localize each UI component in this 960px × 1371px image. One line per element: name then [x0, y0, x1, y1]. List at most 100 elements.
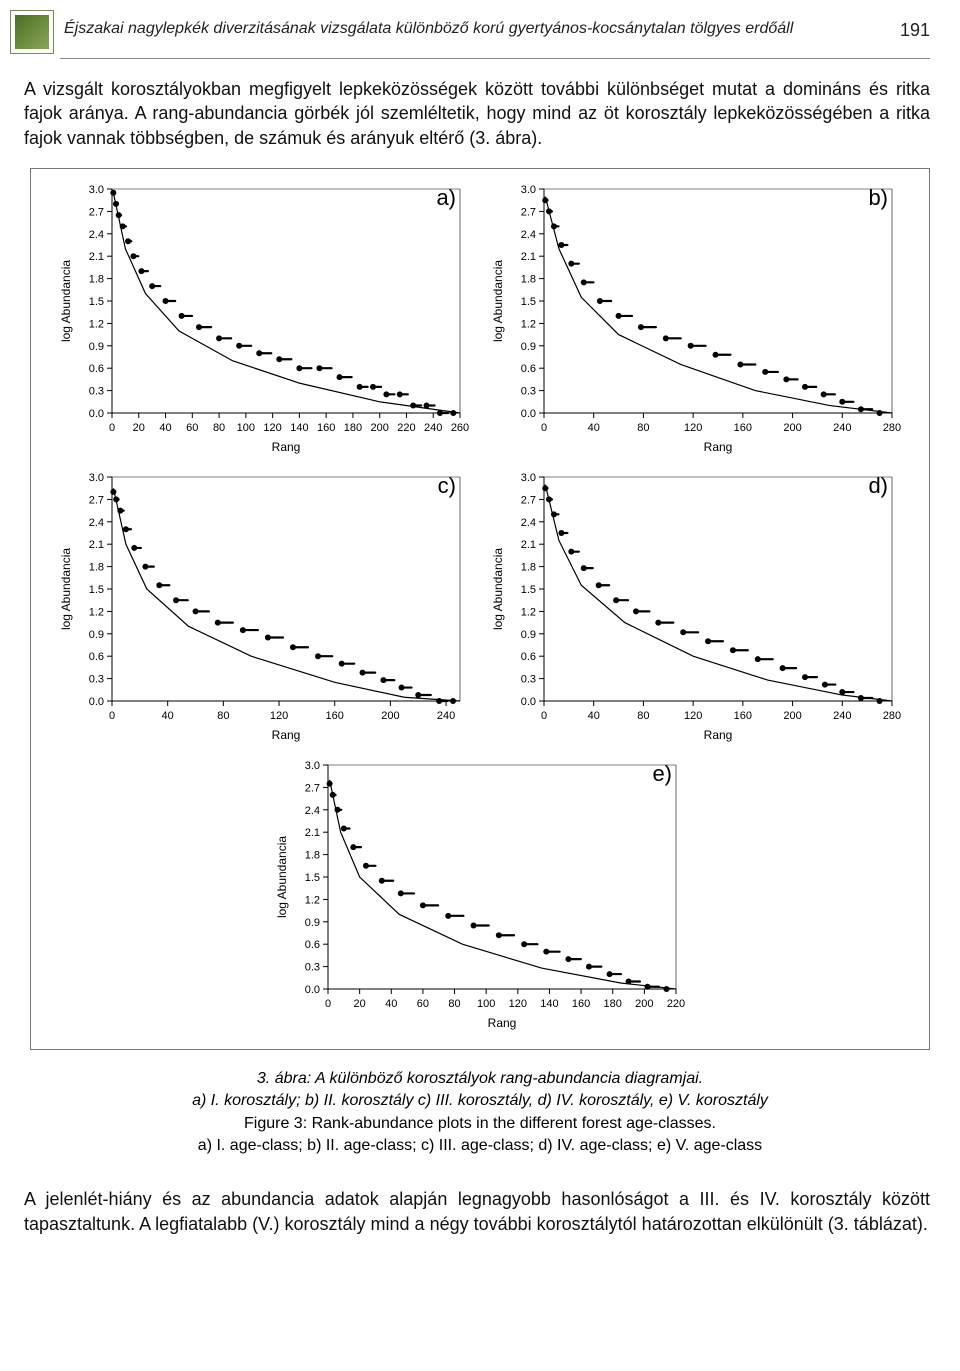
panel-e: 0.00.30.60.91.21.51.82.12.42.73.00204060…	[270, 755, 690, 1035]
svg-text:280: 280	[883, 710, 901, 722]
figure-3-frame: 0.0 0.3 0.6 0.9 1.2 1.5 1.8 2.1 2.4 2.7 3.0 0 20 40 60…	[30, 168, 930, 1050]
svg-text:160: 160	[572, 998, 590, 1010]
svg-text:0.9: 0.9	[89, 629, 104, 641]
svg-text:240: 240	[833, 422, 851, 434]
chart-b: 0.00.30.60.91.21.51.82.12.42.73.00408012…	[486, 179, 906, 459]
svg-text:0.0: 0.0	[89, 408, 104, 420]
svg-text:240: 240	[437, 710, 455, 722]
svg-text:0.6: 0.6	[305, 939, 320, 951]
panel-label-c: c)	[438, 473, 456, 499]
svg-text:40: 40	[385, 998, 397, 1010]
svg-text:0.9: 0.9	[521, 341, 536, 353]
svg-text:220: 220	[667, 998, 685, 1010]
svg-text:200: 200	[635, 998, 653, 1010]
svg-text:log Abundancia: log Abundancia	[275, 836, 289, 918]
header-rule	[60, 58, 930, 59]
svg-text:2.7: 2.7	[89, 206, 104, 218]
svg-text:240: 240	[833, 710, 851, 722]
svg-text:log Abundancia: log Abundancia	[59, 548, 73, 630]
svg-text:3.0: 3.0	[521, 184, 536, 196]
svg-text:160: 160	[734, 422, 752, 434]
svg-text:3.0: 3.0	[89, 184, 104, 196]
svg-text:120: 120	[263, 422, 281, 434]
panel-c: 0.00.30.60.91.21.51.82.12.42.73.00408012…	[54, 467, 474, 747]
svg-text:0: 0	[325, 998, 331, 1010]
caption-line-1: 3. ábra: A különböző korosztályok rang-a…	[257, 1070, 703, 1087]
chart-d: 0.00.30.60.91.21.51.82.12.42.73.00408012…	[486, 467, 906, 747]
svg-text:200: 200	[783, 422, 801, 434]
svg-text:40: 40	[588, 710, 600, 722]
svg-text:1.5: 1.5	[521, 584, 536, 596]
svg-text:2.4: 2.4	[89, 229, 104, 241]
panel-label-a: a)	[436, 185, 456, 211]
svg-text:140: 140	[540, 998, 558, 1010]
svg-text:2.1: 2.1	[521, 251, 536, 263]
svg-text:40: 40	[162, 710, 174, 722]
page-number: 191	[880, 10, 930, 41]
figure-3-grid: 0.0 0.3 0.6 0.9 1.2 1.5 1.8 2.1 2.4 2.7 3.0 0 20 40 60…	[35, 175, 925, 1039]
svg-text:3.0: 3.0	[305, 760, 320, 772]
svg-text:0.3: 0.3	[521, 673, 536, 685]
svg-text:0.3: 0.3	[89, 385, 104, 397]
svg-text:0.3: 0.3	[89, 673, 104, 685]
svg-text:80: 80	[213, 422, 225, 434]
svg-text:0.0: 0.0	[521, 408, 536, 420]
svg-text:Rang: Rang	[488, 1016, 517, 1030]
svg-text:1.8: 1.8	[521, 273, 536, 285]
svg-text:1.8: 1.8	[305, 849, 320, 861]
svg-text:40: 40	[588, 422, 600, 434]
svg-text:2.1: 2.1	[89, 539, 104, 551]
svg-text:3.0: 3.0	[521, 472, 536, 484]
journal-logo-icon	[10, 10, 54, 54]
svg-text:40: 40	[159, 422, 171, 434]
svg-text:120: 120	[684, 422, 702, 434]
paragraph-bottom: A jelenlét-hiány és az abundancia adatok…	[0, 1187, 960, 1236]
svg-text:100: 100	[477, 998, 495, 1010]
panel-label-e: e)	[652, 761, 672, 787]
svg-text:180: 180	[604, 998, 622, 1010]
svg-text:2.4: 2.4	[521, 229, 536, 241]
svg-text:Rang: Rang	[704, 728, 733, 742]
svg-text:20: 20	[133, 422, 145, 434]
chart-c: 0.00.30.60.91.21.51.82.12.42.73.00408012…	[54, 467, 474, 747]
svg-text:0.6: 0.6	[89, 651, 104, 663]
svg-text:1.2: 1.2	[89, 318, 104, 330]
svg-text:180: 180	[344, 422, 362, 434]
svg-text:60: 60	[417, 998, 429, 1010]
svg-text:1.2: 1.2	[521, 606, 536, 618]
svg-text:0.0: 0.0	[89, 696, 104, 708]
svg-text:140: 140	[290, 422, 308, 434]
svg-text:3.0: 3.0	[89, 472, 104, 484]
svg-text:2.1: 2.1	[521, 539, 536, 551]
svg-text:200: 200	[381, 710, 399, 722]
svg-text:200: 200	[783, 710, 801, 722]
svg-text:0.0: 0.0	[521, 696, 536, 708]
svg-text:1.5: 1.5	[305, 872, 320, 884]
svg-text:Rang: Rang	[272, 728, 301, 742]
svg-text:80: 80	[448, 998, 460, 1010]
svg-text:0: 0	[541, 422, 547, 434]
svg-text:2.4: 2.4	[521, 517, 536, 529]
svg-text:log Abundancia: log Abundancia	[491, 548, 505, 630]
svg-text:220: 220	[397, 422, 415, 434]
page-header: Éjszakai nagylepkék diverzitásának vizsg…	[0, 0, 960, 54]
svg-text:2.7: 2.7	[521, 206, 536, 218]
svg-text:100: 100	[237, 422, 255, 434]
svg-text:0.9: 0.9	[89, 341, 104, 353]
paragraph-top: A vizsgált korosztályokban megfigyelt le…	[0, 77, 960, 150]
caption-line-3: Figure 3: Rank-abundance plots in the di…	[244, 1115, 716, 1132]
svg-text:0: 0	[109, 710, 115, 722]
svg-text:0: 0	[109, 422, 115, 434]
svg-text:1.8: 1.8	[89, 561, 104, 573]
svg-text:0.6: 0.6	[89, 363, 104, 375]
figure-3-caption: 3. ábra: A különböző korosztályok rang-a…	[0, 1068, 960, 1158]
svg-text:log Abundancia: log Abundancia	[59, 260, 73, 342]
svg-text:20: 20	[354, 998, 366, 1010]
svg-text:120: 120	[270, 710, 288, 722]
svg-text:260: 260	[451, 422, 469, 434]
svg-text:240: 240	[424, 422, 442, 434]
svg-text:0.3: 0.3	[521, 385, 536, 397]
svg-text:0.0: 0.0	[305, 984, 320, 996]
svg-text:Rang: Rang	[272, 440, 301, 454]
svg-text:2.7: 2.7	[521, 494, 536, 506]
